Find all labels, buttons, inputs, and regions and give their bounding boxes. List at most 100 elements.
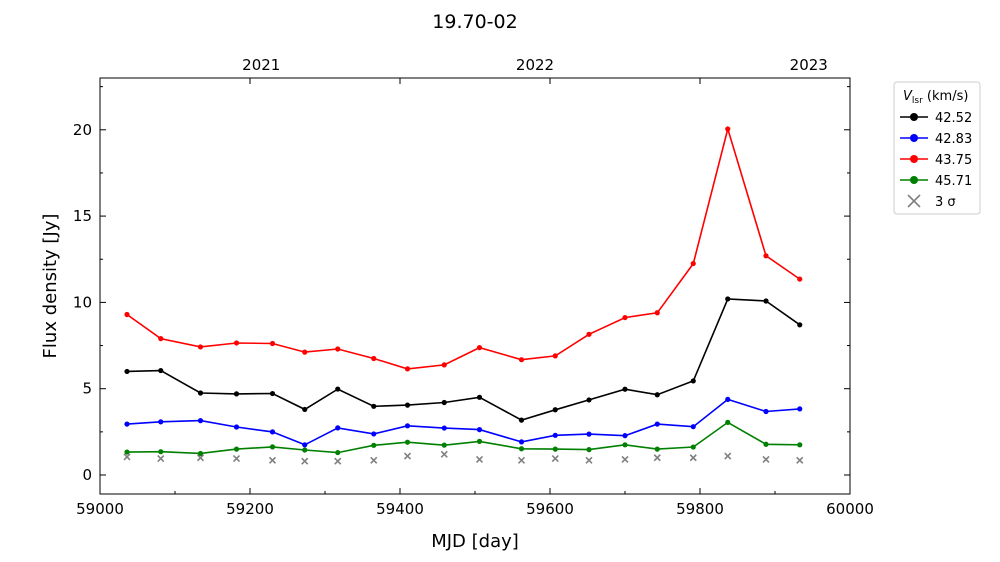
sigma-marker-stroke xyxy=(301,457,309,465)
sigma-marker-stroke xyxy=(689,454,697,462)
sigma-marker-stroke xyxy=(475,455,484,464)
series-point xyxy=(476,394,483,400)
series-point xyxy=(622,442,628,448)
series-point xyxy=(404,439,411,445)
series-point xyxy=(654,310,660,316)
x-tick-label: 59400 xyxy=(376,500,424,518)
series-point xyxy=(690,424,696,430)
series-point xyxy=(797,322,803,328)
series-point xyxy=(441,442,447,448)
series-point xyxy=(404,423,411,429)
sigma-marker-stroke xyxy=(551,455,559,463)
legend-label: 43.75 xyxy=(935,153,972,168)
series-point xyxy=(622,433,628,439)
sigma-marker-stroke xyxy=(585,456,593,464)
series-point xyxy=(797,276,803,282)
series-point xyxy=(441,425,447,431)
series-point xyxy=(404,402,411,408)
sigma-marker-stroke xyxy=(621,455,629,464)
y-tick-label: 5 xyxy=(82,380,92,398)
plot-area xyxy=(123,125,804,465)
series-point xyxy=(158,367,164,374)
series-point xyxy=(302,447,308,453)
sigma-marker xyxy=(585,456,593,464)
sigma-marker-stroke xyxy=(440,450,448,458)
series-point xyxy=(124,449,130,455)
series-point xyxy=(233,424,240,430)
series-point xyxy=(197,344,204,350)
series-point xyxy=(269,340,276,347)
sigma-marker xyxy=(301,457,309,465)
plot-frame xyxy=(99,77,851,495)
axes: 59000 59200 59400 59600 59800 60000 0 5 10 15 20 20… xyxy=(73,56,874,518)
series-point xyxy=(269,429,276,435)
series-point xyxy=(763,408,769,415)
sigma-marker xyxy=(440,450,448,458)
sigma-marker xyxy=(551,455,559,463)
series-point xyxy=(302,406,308,413)
legend-label: 45.71 xyxy=(935,174,972,189)
sigma-marker xyxy=(123,453,131,461)
series-point xyxy=(518,417,525,423)
series-point xyxy=(371,403,377,409)
series-point xyxy=(335,425,341,431)
series-point xyxy=(335,449,341,456)
series-point xyxy=(690,378,696,384)
series-line xyxy=(126,421,800,455)
series-point xyxy=(441,399,447,406)
series-point xyxy=(552,446,558,452)
series-point xyxy=(335,386,341,392)
sigma-marker xyxy=(232,455,241,463)
series-point xyxy=(725,396,731,403)
series-line xyxy=(126,125,801,370)
series-point xyxy=(302,442,308,448)
series-point xyxy=(233,446,240,452)
legend-marker xyxy=(910,134,918,142)
series-point xyxy=(371,355,377,362)
series-point xyxy=(763,253,769,259)
series-point xyxy=(124,421,130,427)
series-point xyxy=(124,311,130,318)
series-point xyxy=(552,432,558,438)
x-tick-label: 59800 xyxy=(676,500,724,518)
legend-label: 42.52 xyxy=(935,111,972,126)
sigma-marker xyxy=(517,456,526,464)
series-point xyxy=(197,418,204,424)
series-point xyxy=(763,441,769,447)
series-point xyxy=(269,444,276,450)
sigma-marker xyxy=(621,455,629,464)
series-point xyxy=(725,126,731,132)
legend-marker xyxy=(910,155,918,163)
series-point xyxy=(586,331,592,337)
sigma-marker-stroke xyxy=(196,454,205,462)
sigma-marker-stroke xyxy=(268,456,277,464)
y-axis-label: Flux density [Jy] xyxy=(40,214,61,359)
series-point xyxy=(518,446,525,452)
sigma-marker xyxy=(196,454,205,462)
sigma-marker xyxy=(796,456,804,464)
sigma-marker xyxy=(403,452,412,460)
series-point xyxy=(233,340,240,346)
sigma-marker-stroke xyxy=(370,456,378,464)
series-point xyxy=(158,419,164,425)
series-point xyxy=(518,357,525,363)
sigma-marker xyxy=(762,455,770,464)
series-point xyxy=(654,421,660,427)
series-point xyxy=(158,449,164,455)
sigma-marker-stroke xyxy=(653,454,661,462)
legend-marker xyxy=(910,176,918,184)
x-axis-label: MJD [day] xyxy=(431,531,519,552)
x-tick-label: 59200 xyxy=(226,500,274,518)
series-point xyxy=(622,314,628,321)
sigma-marker-stroke xyxy=(334,457,342,465)
sigma-marker xyxy=(157,455,165,463)
series-line xyxy=(126,398,800,446)
sigma-marker-stroke xyxy=(762,455,770,464)
series-point xyxy=(335,346,341,352)
top-year-label: 2021 xyxy=(242,56,280,74)
legend-sigma-label: 3 σ xyxy=(935,195,956,210)
series-point xyxy=(518,439,525,445)
x-tick-label: 60000 xyxy=(826,500,874,518)
series-point xyxy=(586,397,592,403)
